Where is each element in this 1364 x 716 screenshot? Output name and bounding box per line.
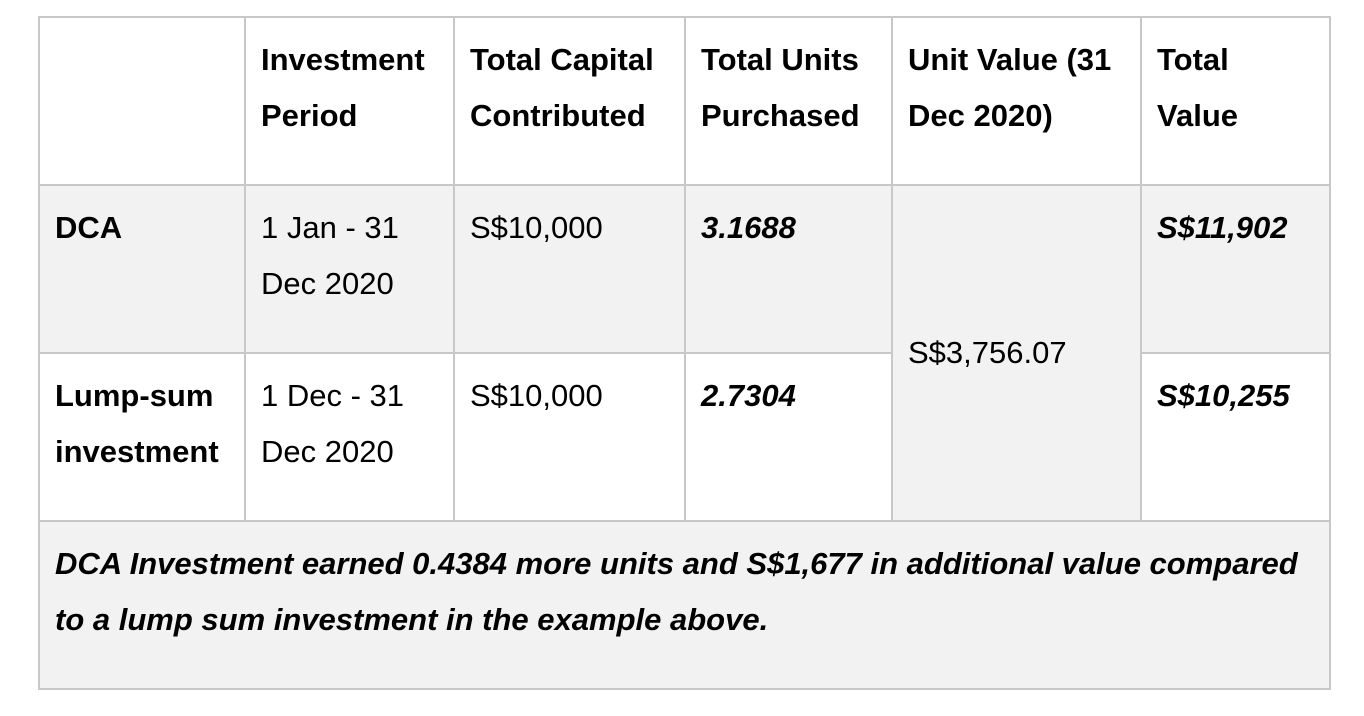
header-total-units: Total Units Purchased xyxy=(684,16,893,186)
cell-total-value-dca: S$11,902 xyxy=(1140,184,1331,354)
cell-unit-value: S$3,756.07 xyxy=(891,184,1142,522)
comparison-table: Investment Period Total Capital Contribu… xyxy=(38,16,1331,690)
header-total-value: Total Value xyxy=(1140,16,1331,186)
cell-units-lump-sum: 2.7304 xyxy=(684,352,893,522)
header-investment-period: Investment Period xyxy=(244,16,455,186)
header-unit-value: Unit Value (31 Dec 2020) xyxy=(891,16,1142,186)
cell-capital-dca: S$10,000 xyxy=(453,184,686,354)
table-row-note: DCA Investment earned 0.4384 more units … xyxy=(38,520,1331,690)
cell-period-dca: 1 Jan - 31 Dec 2020 xyxy=(244,184,455,354)
header-cell-empty xyxy=(38,16,246,186)
cell-total-value-lump-sum: S$10,255 xyxy=(1140,352,1331,522)
cell-units-dca: 3.1688 xyxy=(684,184,893,354)
summary-note: DCA Investment earned 0.4384 more units … xyxy=(38,520,1331,690)
row-label-dca: DCA xyxy=(38,184,246,354)
table-row-lump-sum: Lump-sum investment 1 Dec - 31 Dec 2020 … xyxy=(38,352,1331,522)
table-row-dca: DCA 1 Jan - 31 Dec 2020 S$10,000 3.1688 … xyxy=(38,184,1331,522)
row-label-lump-sum: Lump-sum investment xyxy=(38,352,246,522)
cell-capital-lump-sum: S$10,000 xyxy=(453,352,686,522)
cell-period-lump-sum: 1 Dec - 31 Dec 2020 xyxy=(244,352,455,522)
header-row: Investment Period Total Capital Contribu… xyxy=(38,16,1331,186)
header-total-capital: Total Capital Contributed xyxy=(453,16,686,186)
